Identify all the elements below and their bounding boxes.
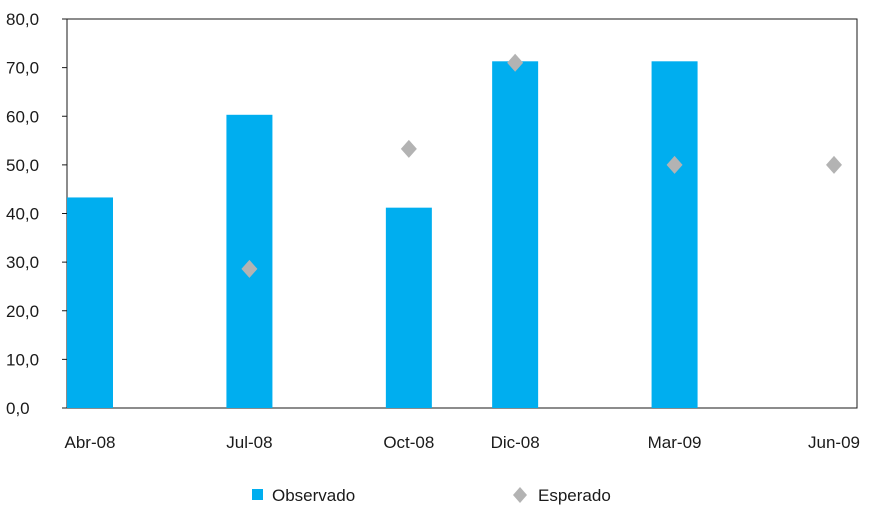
x-tick-label: Jul-08	[226, 433, 272, 452]
y-axis: 0,0 10,0 20,0 30,0 40,0 50,0 60,0 70,0 80,0	[6, 10, 67, 418]
plot-area	[66, 18, 858, 409]
x-tick-label: Mar-09	[648, 433, 702, 452]
marker-jul-08	[241, 259, 258, 278]
y-tick-label: 10,0	[6, 350, 39, 369]
bar-oct-08	[385, 207, 432, 408]
legend-label-esperado: Esperado	[538, 486, 611, 505]
marker-dic-08	[507, 53, 524, 72]
y-tick-label: 30,0	[6, 253, 39, 272]
marker-oct-08	[400, 139, 417, 158]
legend-swatch-esperado	[513, 487, 527, 503]
marker-jun-09	[826, 155, 842, 174]
y-tick-label: 60,0	[6, 107, 39, 126]
bar-abr-08	[67, 197, 113, 408]
y-tick-label: 50,0	[6, 156, 39, 175]
y-tick-label: 20,0	[6, 302, 39, 321]
y-tick-label: 80,0	[6, 10, 39, 29]
legend-label-observado: Observado	[272, 486, 355, 505]
legend: Observado Esperado	[252, 486, 611, 505]
x-tick-label: Oct-08	[383, 433, 434, 452]
bar-dic-08	[492, 61, 539, 409]
y-tick-label: 70,0	[6, 59, 39, 78]
x-tick-label: Dic-08	[491, 433, 540, 452]
x-axis: Abr-08 Jul-08 Oct-08 Dic-08 Mar-09 Jun-09	[64, 433, 860, 452]
bar-mar-09	[651, 61, 698, 409]
markers-layer	[241, 53, 842, 278]
marker-mar-09	[666, 155, 683, 174]
y-tick-label: 40,0	[6, 205, 39, 224]
x-tick-label: Abr-08	[64, 433, 115, 452]
x-tick-label: Jun-09	[808, 433, 860, 452]
legend-swatch-observado	[252, 489, 263, 500]
y-tick-label: 0,0	[6, 399, 30, 418]
